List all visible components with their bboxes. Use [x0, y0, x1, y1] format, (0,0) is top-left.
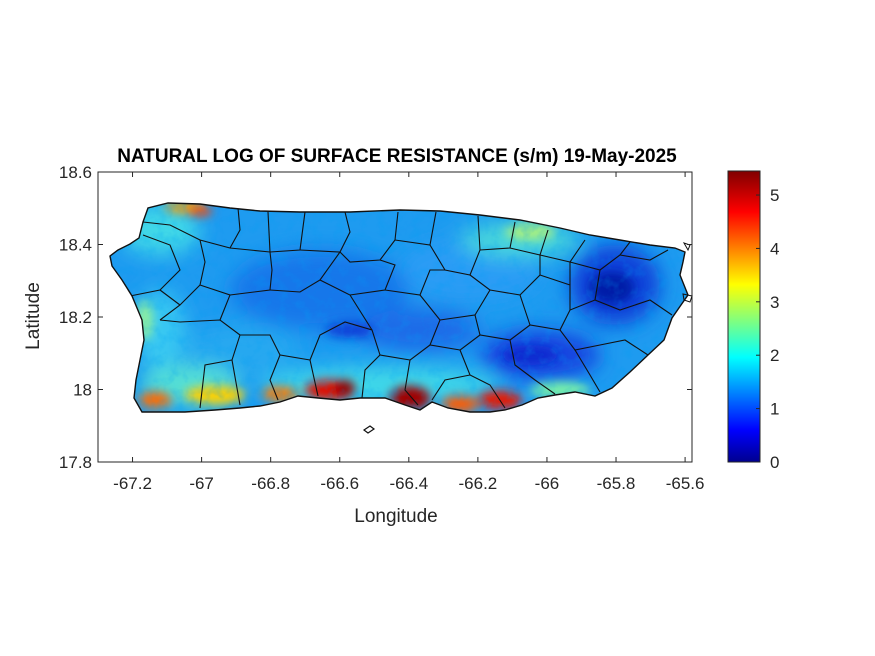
colorbar [727, 170, 761, 463]
y-tick-label: 18.2 [59, 308, 92, 327]
chart-title: NATURAL LOG OF SURFACE RESISTANCE (s/m) … [117, 146, 677, 167]
x-axis: -67.2 -67 -66.8 -66.6 -66.4 -66.2 -66 -65.8 -65.… [113, 172, 704, 493]
offshore-islet [682, 293, 693, 303]
y-tick-label: 18 [73, 381, 92, 400]
colorbar-tick-label: 1 [770, 400, 779, 419]
colorbar-tick-label: 0 [770, 453, 779, 472]
x-tick-label: -67 [189, 474, 214, 493]
y-tick-label: 17.8 [59, 453, 92, 472]
x-tick-label: -66.4 [389, 474, 428, 493]
colorbar-tick-label: 3 [770, 293, 779, 312]
colorbar-tick-label: 5 [770, 186, 779, 205]
colorbar-axis: 0 1 2 3 4 5 [756, 186, 779, 472]
x-tick-label: -66.2 [459, 474, 498, 493]
x-axis-label: Longitude [354, 506, 437, 527]
municipality-boundaries [129, 207, 673, 409]
y-axis-label: Latitude [23, 282, 44, 350]
caja-de-muertos-island [362, 425, 376, 434]
y-axis: 17.8 18 18.2 18.4 18.6 [59, 163, 692, 472]
x-tick-label: -65.6 [666, 474, 705, 493]
colorbar-tick-label: 4 [770, 239, 779, 258]
x-tick-label: -66.6 [320, 474, 359, 493]
x-tick-label: -66.8 [251, 474, 290, 493]
x-tick-label: -65.8 [597, 474, 636, 493]
x-tick-label: -67.2 [113, 474, 152, 493]
x-tick-label: -66 [535, 474, 560, 493]
y-tick-label: 18.4 [59, 236, 92, 255]
y-tick-label: 18.6 [59, 163, 92, 182]
colorbar-tick-label: 2 [770, 346, 779, 365]
